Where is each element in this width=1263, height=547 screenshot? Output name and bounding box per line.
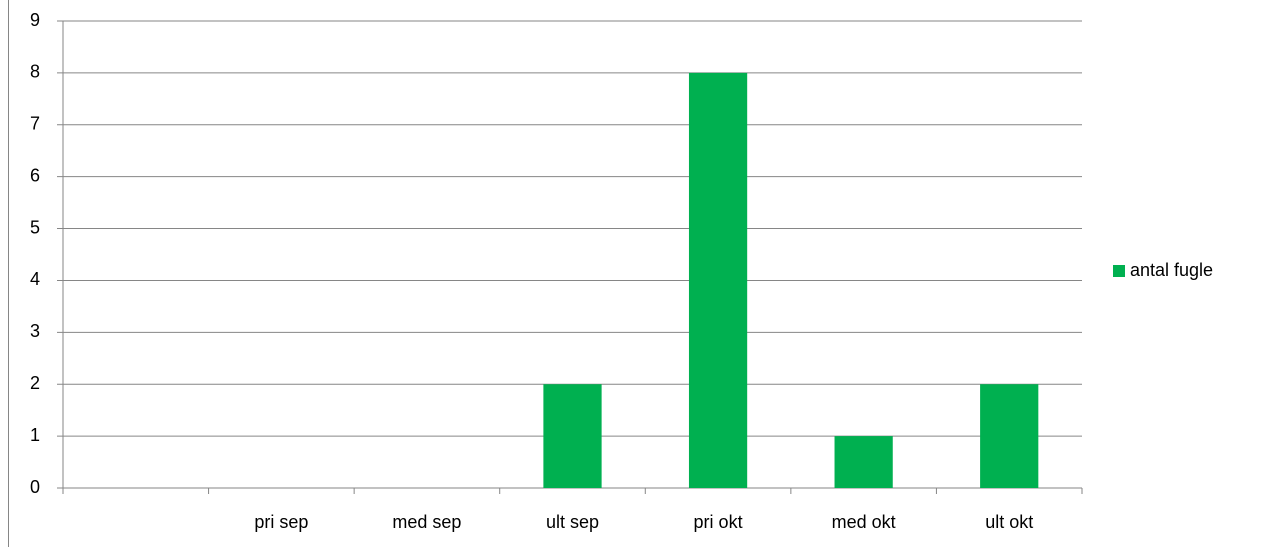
bar bbox=[688, 72, 748, 488]
y-tick-label: 7 bbox=[30, 114, 40, 134]
bar bbox=[543, 384, 602, 488]
chart-border bbox=[8, 0, 9, 547]
y-tick-label: 2 bbox=[30, 373, 40, 393]
x-tick-label: ult okt bbox=[985, 512, 1033, 532]
y-tick-label: 9 bbox=[30, 10, 40, 30]
y-tick-label: 0 bbox=[30, 477, 40, 497]
y-tick-label: 1 bbox=[30, 425, 40, 445]
legend-swatch bbox=[1113, 265, 1125, 277]
x-tick-label: pri okt bbox=[694, 512, 743, 532]
y-tick-label: 5 bbox=[30, 217, 40, 237]
x-tick-label: med sep bbox=[392, 512, 461, 532]
x-tick-label: pri sep bbox=[254, 512, 308, 532]
y-tick-label: 3 bbox=[30, 321, 40, 341]
y-tick-label: 4 bbox=[30, 269, 40, 289]
legend-label: antal fugle bbox=[1130, 260, 1213, 280]
bar bbox=[980, 384, 1039, 488]
y-tick-label: 6 bbox=[30, 165, 40, 185]
bar bbox=[834, 436, 893, 488]
y-tick-label: 8 bbox=[30, 62, 40, 82]
x-tick-label: med okt bbox=[832, 512, 896, 532]
x-tick-label: ult sep bbox=[546, 512, 599, 532]
